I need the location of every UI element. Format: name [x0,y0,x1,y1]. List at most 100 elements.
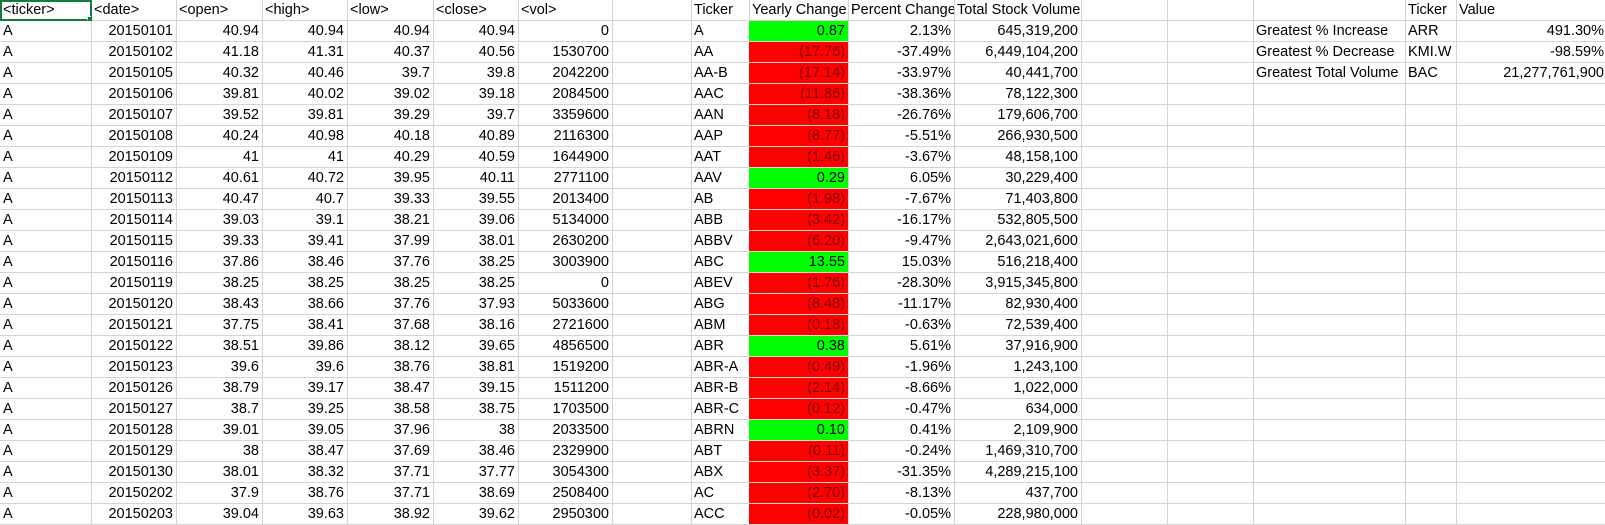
raw-data-cell[interactable]: 39.01 [176,420,263,441]
raw-data-cell[interactable]: 2771100 [518,168,613,189]
raw-data-cell[interactable]: 2033500 [518,420,613,441]
raw-data-cell[interactable]: 39.8 [433,63,519,84]
empty-cell[interactable] [612,84,692,105]
percent-change-cell[interactable]: -0.47% [848,399,955,420]
raw-data-cell[interactable]: 20150108 [91,126,177,147]
summary-ticker-cell[interactable]: AB [691,189,750,210]
percent-change-cell[interactable]: -0.63% [848,315,955,336]
empty-cell[interactable] [1456,441,1605,462]
raw-data-cell[interactable]: A [0,42,92,63]
raw-data-cell[interactable]: A [0,168,92,189]
empty-cell[interactable] [1253,84,1406,105]
raw-data-cell[interactable]: 20150121 [91,315,177,336]
empty-cell[interactable] [1081,147,1168,168]
raw-data-cell[interactable]: 20150105 [91,63,177,84]
raw-data-cell[interactable]: 38.46 [433,441,519,462]
empty-cell[interactable] [612,21,692,42]
empty-cell[interactable] [1405,252,1457,273]
total-volume-cell[interactable]: 634,000 [954,399,1082,420]
raw-data-cell[interactable]: 40.94 [347,21,434,42]
raw-data-cell[interactable]: 38.58 [347,399,434,420]
raw-data-cell[interactable]: 38.47 [347,378,434,399]
raw-data-cell[interactable]: 20150128 [91,420,177,441]
empty-cell[interactable] [1405,420,1457,441]
percent-change-cell[interactable]: 2.13% [848,21,955,42]
raw-data-cell[interactable]: 2329900 [518,441,613,462]
raw-header-cell[interactable]: <ticker> [0,0,92,21]
raw-data-cell[interactable]: 39.7 [347,63,434,84]
empty-cell[interactable] [1167,504,1254,525]
empty-cell[interactable] [1167,294,1254,315]
raw-data-cell[interactable]: 38.01 [433,231,519,252]
yearly-change-cell[interactable]: (11.86) [749,84,849,105]
raw-data-cell[interactable]: 40.56 [433,42,519,63]
empty-cell[interactable] [1253,126,1406,147]
empty-cell[interactable] [1456,84,1605,105]
empty-cell[interactable] [1167,42,1254,63]
yearly-change-cell[interactable]: (8.48) [749,294,849,315]
yearly-change-cell[interactable]: (0.18) [749,315,849,336]
raw-data-cell[interactable]: 4856500 [518,336,613,357]
empty-cell[interactable] [612,399,692,420]
raw-data-cell[interactable]: 40.24 [176,126,263,147]
raw-data-cell[interactable]: 40.46 [262,63,348,84]
empty-cell[interactable] [1253,147,1406,168]
percent-change-cell[interactable]: -8.13% [848,483,955,504]
raw-data-cell[interactable]: A [0,252,92,273]
empty-cell[interactable] [1081,504,1168,525]
raw-data-cell[interactable]: 38.25 [176,273,263,294]
raw-data-cell[interactable]: 38.69 [433,483,519,504]
raw-data-cell[interactable]: 38.47 [262,441,348,462]
raw-data-cell[interactable]: 20150120 [91,294,177,315]
raw-data-cell[interactable]: 39.41 [262,231,348,252]
empty-cell[interactable] [1167,84,1254,105]
empty-cell[interactable] [1456,504,1605,525]
raw-data-cell[interactable]: 37.99 [347,231,434,252]
yearly-change-cell[interactable]: (1.46) [749,147,849,168]
percent-change-cell[interactable]: 0.41% [848,420,955,441]
greatest-value-cell[interactable]: -98.59% [1456,42,1605,63]
summary-ticker-cell[interactable]: ABBV [691,231,750,252]
raw-data-cell[interactable]: 5033600 [518,294,613,315]
total-volume-cell[interactable]: 645,319,200 [954,21,1082,42]
raw-data-cell[interactable]: 41 [176,147,263,168]
raw-data-cell[interactable]: 38.25 [433,273,519,294]
empty-cell[interactable] [1405,273,1457,294]
empty-cell[interactable] [612,231,692,252]
raw-data-cell[interactable]: 39.17 [262,378,348,399]
empty-cell[interactable] [1456,399,1605,420]
total-volume-cell[interactable]: 228,980,000 [954,504,1082,525]
raw-data-cell[interactable]: 38.25 [433,252,519,273]
raw-data-cell[interactable]: 37.75 [176,315,263,336]
summary-ticker-cell[interactable]: ABR-A [691,357,750,378]
raw-data-cell[interactable]: 40.61 [176,168,263,189]
raw-data-cell[interactable]: A [0,378,92,399]
total-volume-cell[interactable]: 532,805,500 [954,210,1082,231]
percent-change-cell[interactable]: -7.67% [848,189,955,210]
raw-data-cell[interactable]: 0 [518,273,613,294]
raw-header-cell[interactable]: <date> [91,0,177,21]
raw-data-cell[interactable]: A [0,462,92,483]
empty-cell[interactable] [612,378,692,399]
empty-cell[interactable] [1456,462,1605,483]
total-volume-cell[interactable]: 48,158,100 [954,147,1082,168]
empty-cell[interactable] [1167,273,1254,294]
empty-cell[interactable] [1253,315,1406,336]
summary-ticker-cell[interactable]: ABR-B [691,378,750,399]
raw-data-cell[interactable]: 39.52 [176,105,263,126]
raw-data-cell[interactable]: 38.7 [176,399,263,420]
empty-cell[interactable] [1405,84,1457,105]
total-volume-cell[interactable]: 516,218,400 [954,252,1082,273]
empty-cell[interactable] [1167,357,1254,378]
raw-data-cell[interactable]: 39.15 [433,378,519,399]
empty-cell[interactable] [612,105,692,126]
summary-header-cell[interactable]: Percent Change [848,0,955,21]
raw-data-cell[interactable]: 38 [433,420,519,441]
yearly-change-cell[interactable]: (17.76) [749,42,849,63]
raw-data-cell[interactable]: 37.76 [347,294,434,315]
empty-cell[interactable] [1081,294,1168,315]
raw-data-cell[interactable]: 39.03 [176,210,263,231]
empty-cell[interactable] [1167,210,1254,231]
empty-cell[interactable] [1405,483,1457,504]
empty-cell[interactable] [1405,336,1457,357]
